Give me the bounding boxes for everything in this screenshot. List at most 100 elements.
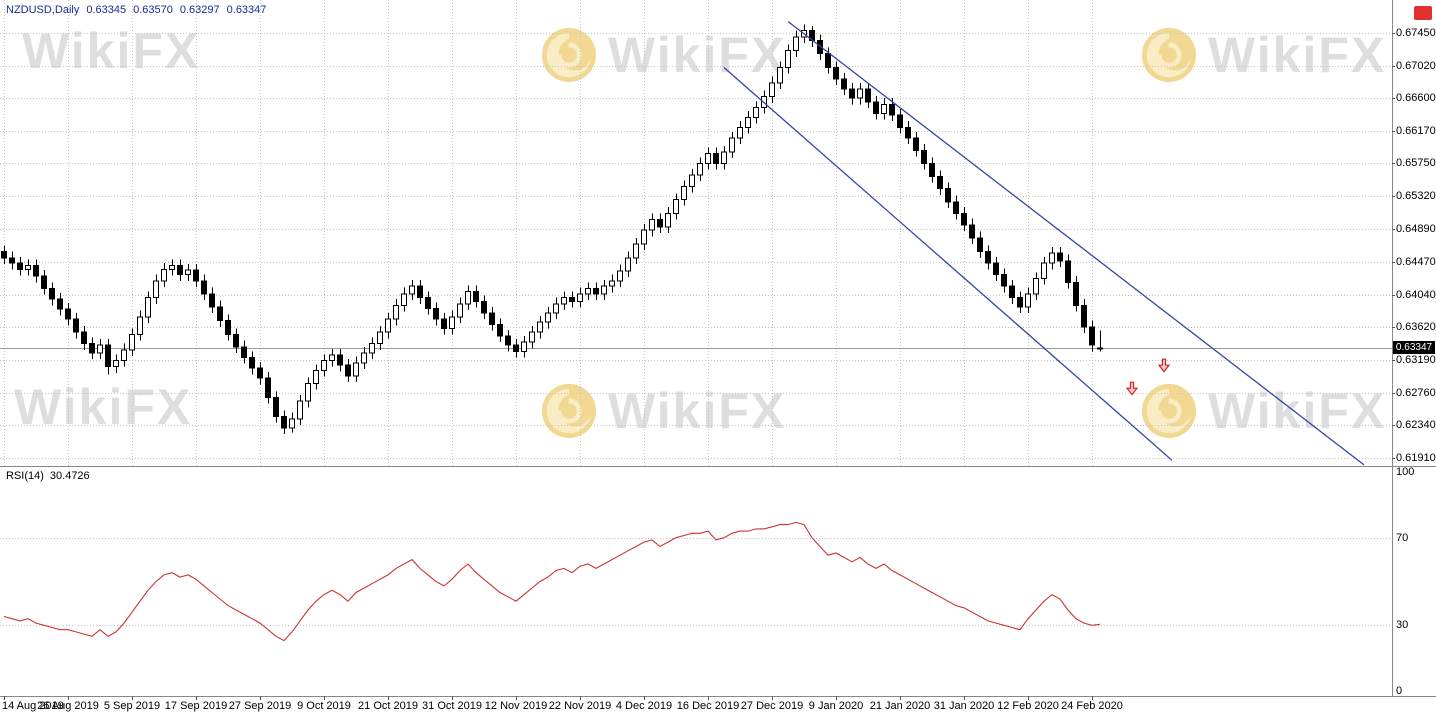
trend-channel-lines[interactable] [723, 20, 1365, 466]
candle-body [1033, 277, 1039, 295]
candle [201, 274, 207, 300]
candle-body [289, 418, 295, 429]
candle-body [993, 262, 999, 276]
price-axis-label: 0.62340 [1396, 419, 1436, 431]
candle [1025, 287, 1031, 314]
candle-body [953, 201, 959, 214]
candle [673, 193, 679, 220]
candle [217, 300, 223, 327]
sell-signal-arrows[interactable] [1125, 358, 1171, 396]
candle [185, 263, 191, 281]
candle-body [905, 126, 911, 139]
wikifx-watermark-text: WikiFX [14, 379, 193, 435]
candle-body [1001, 274, 1007, 287]
candle [857, 82, 863, 105]
candle [873, 95, 879, 120]
rsi-indicator-label: RSI(14) 30.4726 [6, 470, 90, 482]
candle [705, 147, 711, 170]
candle [209, 287, 215, 314]
candle [713, 147, 719, 170]
candle [913, 131, 919, 157]
candle [585, 282, 591, 300]
candle [1057, 247, 1063, 267]
candle [521, 336, 527, 358]
candle-body [209, 293, 215, 308]
wikifx-watermark-text: WikiFX [608, 383, 787, 439]
candle-body [545, 312, 551, 323]
time-axis[interactable]: 14 Aug 2019 26 Aug 2019 5 Sep 2019 17 Sep 2… [0, 698, 1436, 717]
candle [289, 412, 295, 433]
candle [393, 299, 399, 326]
candle-body [17, 262, 23, 270]
candle [849, 82, 855, 105]
upper-channel-line[interactable] [787, 20, 1365, 466]
candle [25, 259, 31, 276]
candle-body [193, 269, 199, 282]
candle [793, 30, 799, 57]
lower-channel-line[interactable] [723, 67, 1173, 461]
candle [1073, 276, 1079, 312]
candle [993, 257, 999, 281]
date-label: 26 Aug 2019 [37, 700, 99, 712]
rsi-line [3, 521, 1101, 642]
wikifx-watermark: WikiFX [1140, 26, 1386, 84]
candle-body [41, 275, 47, 289]
candle-body [57, 298, 63, 310]
date-label: 5 Sep 2019 [103, 700, 161, 712]
candle-body [145, 297, 151, 318]
candle-body [481, 301, 487, 314]
candle [1081, 299, 1087, 333]
price-axis[interactable]: 0.67450 0.67020 0.66600 0.66170 0.65750 0.653… [1396, 0, 1436, 466]
candle-body [177, 264, 183, 276]
candle-body [73, 318, 79, 333]
candle-body [537, 321, 543, 333]
wikifx-logo-icon [1141, 27, 1197, 83]
wikifx-watermark: WikiFX [540, 26, 786, 84]
down-arrow-icon[interactable] [1125, 381, 1139, 396]
chart-ohlc-header: NZDUSD,Daily 0.63345 0.63570 0.63297 0.6… [6, 4, 266, 16]
candle-body [849, 88, 855, 99]
candle-body [529, 331, 535, 343]
candle-body [433, 307, 439, 320]
candle-body [673, 198, 679, 214]
candle [657, 213, 663, 234]
candle [81, 326, 87, 350]
candle [465, 285, 471, 310]
candle-body [777, 67, 783, 84]
candle [809, 26, 815, 47]
candle-body [681, 185, 687, 200]
wikifx-watermark: WikiFX [540, 382, 786, 440]
candle [1017, 291, 1023, 314]
candle [353, 356, 359, 383]
candle [1097, 330, 1103, 352]
price-axis-label: 0.62760 [1396, 387, 1436, 399]
candle [145, 291, 151, 323]
candle-body [633, 243, 639, 259]
candle-body [945, 188, 951, 203]
wikifx-watermark-text: WikiFX [1208, 383, 1387, 439]
candle [969, 218, 975, 244]
candlestick-series [1, 24, 1103, 435]
rsi-axis[interactable]: 100 70 30 0 [1396, 466, 1436, 697]
candle-body [569, 297, 575, 303]
candle-body [609, 280, 615, 287]
candle [897, 108, 903, 134]
candle-body [265, 377, 271, 398]
down-arrow-icon[interactable] [1157, 358, 1171, 373]
candle-body [241, 346, 247, 359]
candle-body [1049, 252, 1055, 264]
candle-body [1097, 347, 1103, 350]
rsi-axis-label: 100 [1396, 466, 1415, 478]
candle [281, 410, 287, 435]
candle-body [505, 335, 511, 346]
candle-body [417, 285, 423, 299]
price-axis-label: 0.66600 [1396, 92, 1436, 104]
candle-body [825, 53, 831, 69]
candle-body [593, 287, 599, 295]
candle-body [649, 218, 655, 231]
candle [313, 364, 319, 390]
candle [153, 274, 159, 304]
candle-body [729, 137, 735, 153]
